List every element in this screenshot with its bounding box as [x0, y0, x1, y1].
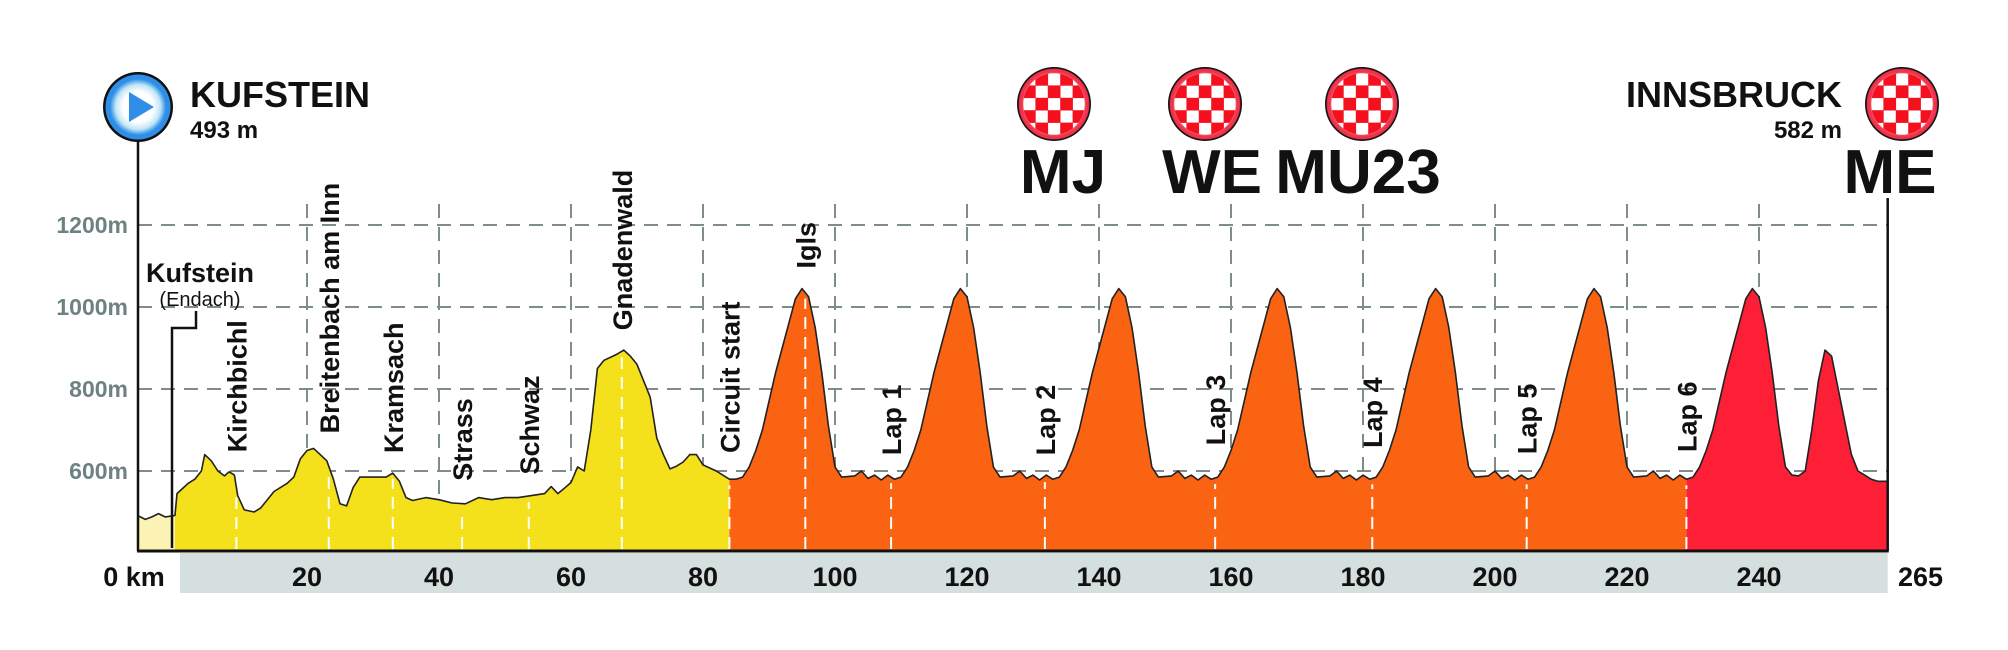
y-tick-label: 800m — [69, 376, 128, 402]
x-tick-label: 180 — [1340, 562, 1385, 592]
checkered-finish-icon — [1017, 67, 1091, 141]
y-tick-label: 1000m — [56, 294, 128, 320]
profile-segment-1 — [175, 350, 730, 551]
checker-cell — [1186, 97, 1200, 111]
x-tick-label: 160 — [1208, 562, 1253, 592]
x-tick-label: 20 — [292, 562, 322, 592]
finish-city: INNSBRUCK — [1626, 74, 1842, 115]
x-tick-label: 60 — [556, 562, 586, 592]
x-tick-label: 40 — [424, 562, 454, 592]
y-tick-label: 1200m — [56, 212, 128, 238]
checkered-finish-icon — [1168, 67, 1242, 141]
place-labels: Kirchbichl Breitenbach am Inn Kramsach Stra… — [222, 170, 1702, 481]
x-tick-label: 200 — [1472, 562, 1517, 592]
x-tick-label: 140 — [1076, 562, 1121, 592]
profile-segment-2 — [729, 288, 1687, 551]
x-tick-label: 100 — [812, 562, 857, 592]
checker-cell — [1883, 97, 1897, 111]
place-label: Lap 5 — [1513, 384, 1543, 455]
place-label: Lap 3 — [1201, 375, 1231, 446]
icon-shine — [1326, 68, 1398, 140]
checker-bg — [1331, 73, 1393, 135]
axis-lines — [137, 198, 1889, 553]
neutral-leader-line — [170, 311, 198, 548]
finish-category-label: ME — [1844, 138, 1937, 207]
checker-bg — [1174, 73, 1236, 135]
finish-markers: MJ WE MU23 ME — [1017, 67, 1939, 207]
place-label: Igls — [791, 222, 821, 269]
checker-cell — [1047, 110, 1061, 123]
y-axis: 600m 800m 1000m 1200m — [56, 212, 128, 484]
finish-altitude: 582 m — [1774, 117, 1842, 144]
place-label: Kramsach — [379, 322, 409, 453]
profile-line — [138, 287, 1888, 521]
checker-cell — [1908, 97, 1921, 111]
checker-cell — [1047, 85, 1061, 99]
x-tick-label: 240 — [1736, 562, 1781, 592]
finish-marker: INNSBRUCK 582 m — [1626, 74, 1842, 144]
place-label: Breitenbach am Inn — [315, 183, 345, 434]
checker-cell — [1355, 85, 1369, 99]
place-label: Circuit start — [715, 302, 745, 454]
checker-cell — [1895, 85, 1909, 99]
start-marker: KUFSTEIN 493 m — [103, 72, 370, 551]
y-tick-label: 600m — [69, 458, 128, 484]
checker-cell — [1368, 97, 1381, 111]
neutral-label-line2: (Endach) — [159, 289, 240, 311]
checker-grid — [1023, 73, 1085, 135]
finish-category-label: MU23 — [1275, 138, 1440, 207]
checker-cell — [1035, 97, 1049, 111]
icon-shine — [1169, 68, 1241, 140]
checker-cell — [1343, 97, 1357, 111]
checkered-finish-icon — [1325, 67, 1399, 141]
x-tick-label: 120 — [944, 562, 989, 592]
place-label: Gnadenwald — [608, 170, 638, 331]
checker-cell — [1355, 110, 1369, 123]
finish-category-label: MJ — [1020, 138, 1106, 207]
place-label: Schwaz — [515, 375, 545, 474]
profile-fill — [138, 287, 1888, 551]
x-axis-band — [180, 553, 1888, 593]
profile-segment-0 — [138, 513, 175, 551]
x-axis: 0 km 20 40 60 80 100 120 140 160 180 200 220 240 265 — [103, 562, 1943, 592]
finish-category-label: WE — [1162, 138, 1262, 207]
place-label: Lap 1 — [877, 385, 907, 456]
profile-segment-3 — [1686, 288, 1888, 551]
checker-cell — [1060, 97, 1073, 111]
place-label: Kirchbichl — [222, 320, 252, 452]
checker-grid — [1174, 73, 1236, 135]
place-marker-lines — [235, 298, 1688, 549]
x-tick-label: 80 — [688, 562, 718, 592]
checkered-finish-icon — [1865, 67, 1939, 141]
checker-cell — [1198, 110, 1212, 123]
checker-cell — [1198, 85, 1212, 99]
x-tick-label: 220 — [1604, 562, 1649, 592]
x-end-label: 265 — [1898, 562, 1943, 592]
place-label: Lap 2 — [1031, 385, 1061, 456]
icon-shine — [1866, 68, 1938, 140]
place-label: Lap 4 — [1358, 377, 1388, 448]
place-label: Lap 6 — [1672, 381, 1702, 452]
x-axis-band-rect — [180, 553, 1888, 593]
icon-shine — [1018, 68, 1090, 140]
x-tick-label: 0 km — [103, 562, 165, 592]
neutral-start-label: Kufstein (Endach) — [146, 258, 254, 548]
place-label: Strass — [448, 398, 478, 481]
play-start-icon — [103, 72, 173, 142]
checker-cell — [1211, 97, 1224, 111]
checker-bg — [1023, 73, 1085, 135]
start-city: KUFSTEIN — [190, 74, 370, 115]
checker-cell — [1895, 110, 1909, 123]
neutral-label-line1: Kufstein — [146, 258, 254, 288]
start-altitude: 493 m — [190, 117, 258, 144]
checker-bg — [1871, 73, 1933, 135]
